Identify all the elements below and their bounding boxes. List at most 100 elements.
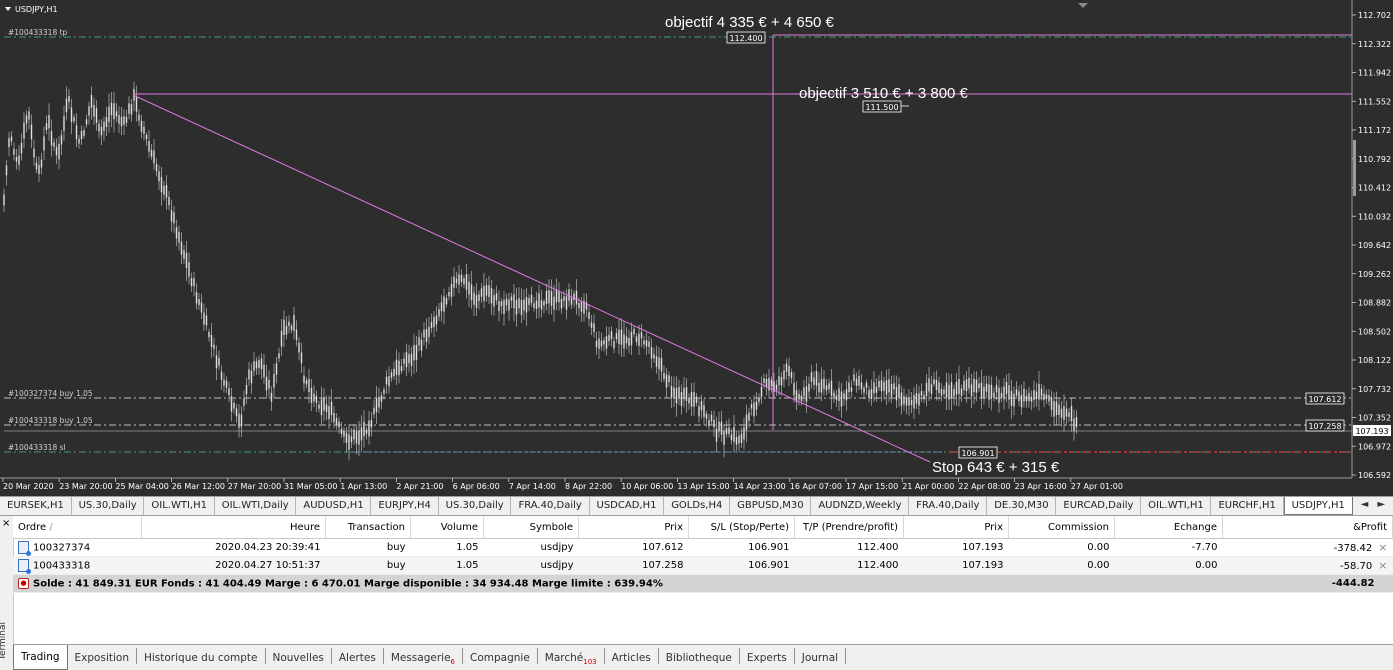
symbol-tab[interactable]: EURCAD,Daily: [1056, 497, 1142, 515]
symbol-tab[interactable]: AUDUSD,H1: [296, 497, 372, 515]
symbol-tab[interactable]: USDCAD,H1: [590, 497, 665, 515]
col-commission[interactable]: Commission: [1008, 516, 1115, 539]
symbol-tab[interactable]: EURJPY,H4: [371, 497, 439, 515]
col-profit[interactable]: &Profit: [1222, 516, 1393, 539]
candle-body: [580, 302, 583, 312]
terminal-tab[interactable]: Marché103: [538, 648, 605, 666]
order-row[interactable]: 100327374 2020.04.23 20:39:41 buy 1.05 u…: [13, 538, 1393, 557]
terminal-tab[interactable]: Articles: [605, 648, 659, 664]
candle-body: [963, 380, 965, 390]
terminal-tab[interactable]: Historique du compte: [137, 648, 266, 664]
symbol-tab[interactable]: OIL.WTI,H1: [1141, 497, 1212, 515]
symbol-tab[interactable]: EURCHF,H1: [1211, 497, 1284, 515]
candle-body: [303, 375, 305, 384]
candle-body: [605, 336, 608, 349]
col-price2[interactable]: Prix: [903, 516, 1009, 539]
symbol-tab[interactable]: GOLDs,H4: [664, 497, 731, 515]
terminal-tab[interactable]: Bibliotheque: [659, 648, 740, 664]
col-volume[interactable]: Volume: [410, 516, 484, 539]
candle-body: [690, 391, 693, 407]
col-symbol[interactable]: Symbole: [483, 516, 579, 539]
symbol-tab[interactable]: EURSEK,H1: [0, 497, 72, 515]
symbol-tab[interactable]: FRA.40,Daily: [511, 497, 590, 515]
chart-scroll-marker-icon[interactable]: [1078, 3, 1088, 8]
candle-body: [815, 371, 818, 386]
terminal-tab[interactable]: Alertes: [332, 648, 384, 664]
symbol-tab[interactable]: FRA.40,Daily: [909, 497, 988, 515]
symbol-tab[interactable]: OIL.WTI,H1: [144, 497, 215, 515]
candle-body: [633, 328, 635, 335]
obj2-price-tag-box: [862, 100, 902, 113]
terminal-tab[interactable]: Exposition: [68, 648, 137, 664]
candle-body: [840, 391, 843, 407]
candle-body: [820, 379, 823, 393]
candle-body: [378, 397, 380, 408]
price-tick-label: 109.262: [1358, 270, 1391, 279]
candle-body: [665, 374, 668, 388]
col-swap[interactable]: Echange: [1114, 516, 1223, 539]
terminal-tab[interactable]: Nouvelles: [266, 648, 332, 664]
time-tick-label: 21 Apr 00:00: [902, 482, 954, 491]
candle-body: [613, 341, 615, 349]
symbol-tab[interactable]: US.30,Daily: [72, 497, 145, 515]
order-row[interactable]: 100433318 2020.04.27 10:51:37 buy 1.05 u…: [13, 556, 1393, 575]
chart-menu-icon[interactable]: [5, 7, 11, 11]
candle-body: [273, 374, 275, 388]
symbol-tab[interactable]: AUDNZD,Weekly: [811, 497, 910, 515]
price-chart[interactable]: 112.702 112.322 111.942 111.552 111.172 110.7…: [0, 0, 1393, 496]
price-axis-scrollbar[interactable]: [1353, 140, 1356, 196]
objective2-annotation[interactable]: objectif 3 510 € + 3 800 €: [799, 85, 969, 102]
candle-body: [288, 321, 290, 326]
symbol-tab[interactable]: OIL.WTI,Daily: [215, 497, 297, 515]
time-tick-label: 31 Mar 05:00: [284, 482, 337, 491]
terminal-close-icon[interactable]: ×: [2, 518, 11, 529]
symbol-tab[interactable]: GBPUSD,M30: [730, 497, 812, 515]
objective1-annotation[interactable]: objectif 4 335 € + 4 650 €: [665, 14, 835, 31]
close-order-icon[interactable]: ×: [1378, 541, 1388, 554]
candle-body: [703, 405, 705, 418]
candle-body: [445, 298, 448, 305]
order-tp[interactable]: 112.400: [794, 556, 904, 575]
col-price[interactable]: Prix: [578, 516, 689, 539]
scroll-right-icon[interactable]: ►: [1377, 499, 1386, 510]
col-sl[interactable]: S/L (Stop/Perte): [688, 516, 795, 539]
terminal-tab[interactable]: Journal: [795, 648, 847, 664]
terminal-tab[interactable]: Experts: [740, 648, 795, 664]
candle-body: [983, 386, 985, 399]
buy1-price-tag-box: [1305, 392, 1345, 405]
order-tp[interactable]: 112.400: [794, 538, 904, 557]
col-order[interactable]: Ordre /: [13, 516, 142, 539]
terminal-tab[interactable]: Trading: [13, 645, 68, 670]
time-tick-label: 27 Apr 01:00: [1071, 482, 1123, 491]
candle-body: [875, 386, 878, 393]
candle-body: [153, 150, 155, 164]
order-sl[interactable]: 106.901: [688, 556, 795, 575]
terminal-tab[interactable]: Compagnie: [463, 648, 538, 664]
order-sl[interactable]: 106.901: [688, 538, 795, 557]
symbol-tab[interactable]: US.30,Daily: [439, 497, 512, 515]
candle-body: [310, 387, 313, 403]
candle-body: [70, 107, 73, 122]
candle-body: [208, 331, 210, 338]
symbol-tab[interactable]: USDJPY,H1: [1283, 497, 1353, 515]
candle-body: [680, 392, 683, 406]
candle-body: [838, 388, 840, 401]
candle-body: [888, 379, 890, 393]
col-time[interactable]: Heure: [141, 516, 326, 539]
order-price: 107.612: [578, 538, 689, 557]
trend-line[interactable]: [132, 94, 931, 463]
scroll-left-icon[interactable]: ◄: [1360, 499, 1369, 510]
symbol-tab[interactable]: DE.30,M30: [987, 497, 1057, 515]
chart-window[interactable]: 112.702 112.322 111.942 111.552 111.172 110.7…: [0, 0, 1393, 496]
price-tick-label: 110.412: [1358, 184, 1391, 193]
candle-body: [745, 414, 748, 431]
candle-body: [258, 359, 260, 368]
stop-annotation[interactable]: Stop 643 € + 315 €: [932, 459, 1060, 476]
candle-body: [488, 285, 490, 297]
buy1-price-tag: 107.612: [1308, 395, 1341, 404]
col-type[interactable]: Transaction: [325, 516, 411, 539]
candle-body: [1068, 412, 1070, 417]
close-order-icon[interactable]: ×: [1378, 559, 1388, 572]
terminal-tab[interactable]: Messagerie6: [384, 648, 463, 666]
col-tp[interactable]: T/P (Prendre/profit): [794, 516, 904, 539]
